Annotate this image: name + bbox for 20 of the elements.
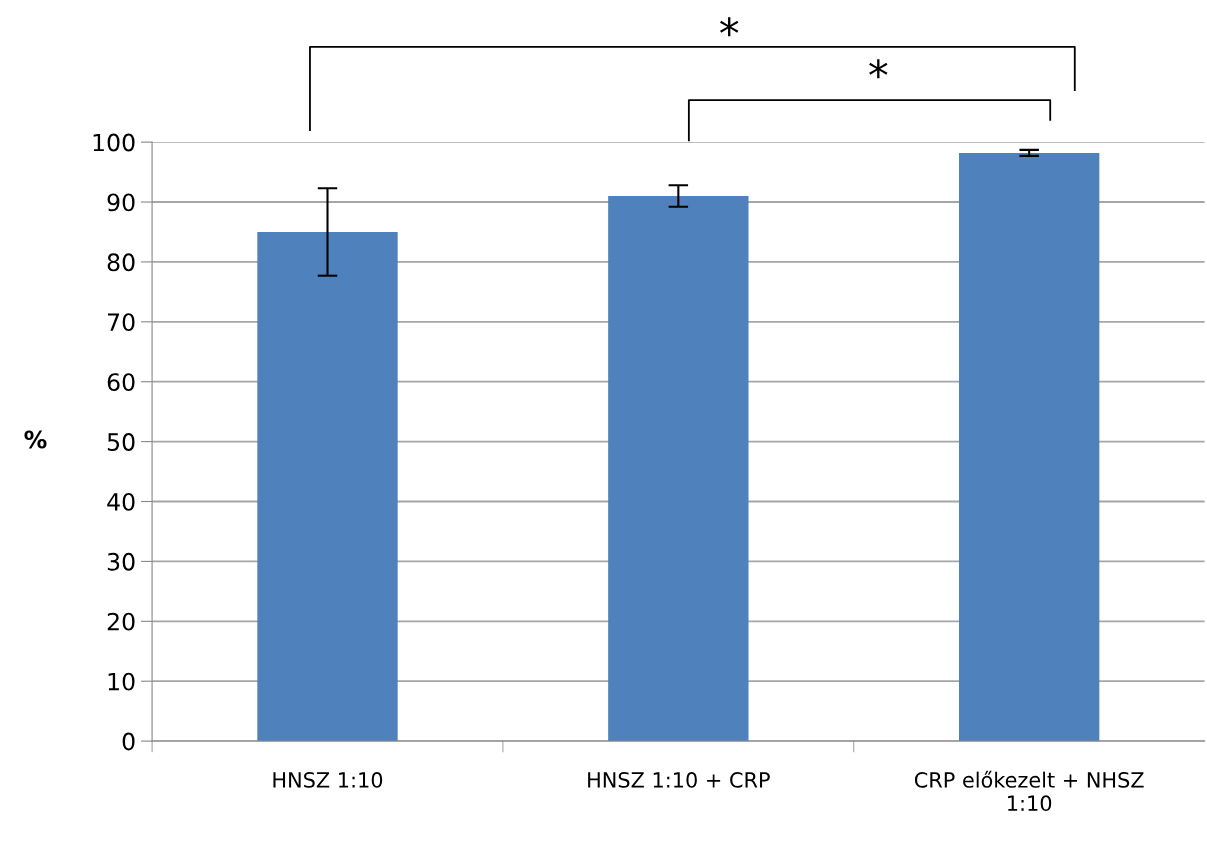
- x-tick-label: CRP előkezelt + NHSZ 1:10: [914, 770, 1144, 812]
- y-tick-label: 0: [122, 732, 135, 751]
- y-tick-label: 20: [107, 612, 135, 631]
- y-axis-title: %: [24, 430, 47, 449]
- y-tick-label: 10: [108, 672, 135, 691]
- y-tick-label: 40: [107, 492, 135, 511]
- bar: [608, 196, 749, 742]
- text: *: [720, 17, 739, 37]
- x-tick-label: HNSZ 1:10 + CRP: [588, 772, 770, 788]
- y-tick-label: 100: [93, 133, 135, 152]
- bar: [959, 152, 1100, 742]
- bar: [257, 231, 398, 742]
- y-tick-label: 80: [107, 253, 135, 272]
- y-tick-label: 30: [107, 552, 135, 571]
- y-tick-label: 90: [107, 193, 135, 212]
- text: *: [869, 59, 888, 79]
- y-tick-label: 70: [108, 313, 135, 332]
- y-tick-label: 60: [107, 373, 135, 392]
- x-tick-label: HNSZ 1:10: [273, 772, 383, 788]
- y-tick-label: 50: [107, 433, 135, 451]
